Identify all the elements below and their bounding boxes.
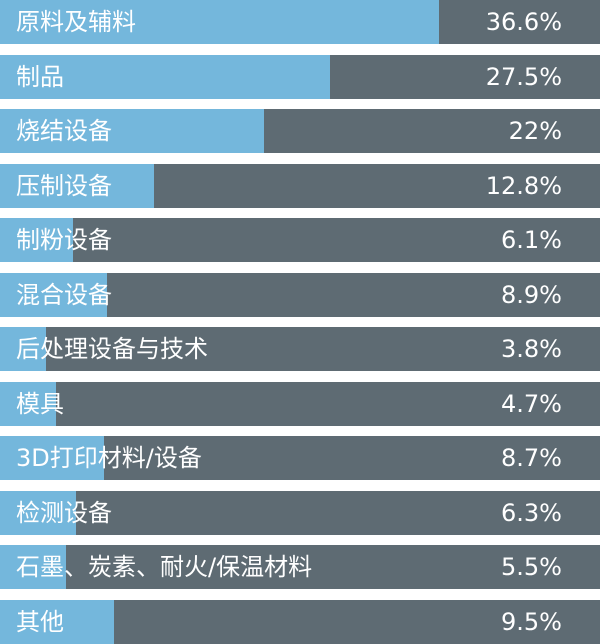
value-label: 6.1%: [501, 226, 562, 254]
bar-row: 压制设备 12.8%: [0, 163, 600, 208]
bar-row: 制品 27.5%: [0, 54, 600, 99]
category-label: 检测设备: [16, 498, 112, 527]
bar: [0, 54, 330, 99]
value-label: 6.3%: [501, 498, 562, 527]
category-label: 后处理设备与技术: [16, 335, 208, 363]
category-label: 其他: [16, 607, 64, 636]
category-label: 混合设备: [16, 280, 112, 309]
bar: [0, 163, 154, 208]
bar: [0, 218, 74, 262]
bar: [0, 0, 440, 44]
value-label: 27.5%: [485, 62, 562, 91]
value-label: 12.8%: [485, 171, 562, 200]
category-label: 3D打印材料/设备: [16, 444, 202, 472]
value-label: 22%: [508, 117, 562, 145]
bar: [0, 436, 105, 480]
value-label: 8.9%: [501, 280, 562, 309]
category-label: 模具: [16, 389, 64, 418]
bar-row: 石墨、炭素、耐火/保温材料 5.5%: [0, 545, 600, 589]
bar-row: 后处理设备与技术 3.8%: [0, 327, 600, 371]
category-label: 石墨、炭素、耐火/保温材料: [16, 553, 313, 581]
bar: [0, 381, 57, 426]
value-label: 3.8%: [501, 335, 562, 363]
value-label: 36.6%: [485, 8, 562, 36]
category-label: 制粉设备: [16, 226, 112, 254]
bar-row: 其他 9.5%: [0, 599, 600, 644]
category-label: 制品: [16, 62, 64, 91]
value-label: 4.7%: [501, 389, 562, 418]
category-label: 原料及辅料: [16, 8, 136, 36]
bar-row: 制粉设备 6.1%: [0, 218, 600, 262]
bar: [0, 599, 114, 644]
bar-row: 烧结设备 22%: [0, 109, 600, 153]
bar-row: 3D打印材料/设备 8.7%: [0, 436, 600, 480]
value-label: 5.5%: [501, 553, 562, 581]
bar: [0, 327, 46, 371]
value-label: 9.5%: [501, 607, 562, 636]
bar-row: 检测设备 6.3%: [0, 490, 600, 535]
value-label: 8.7%: [501, 444, 562, 472]
bar-row: 混合设备 8.9%: [0, 272, 600, 317]
category-label: 压制设备: [16, 171, 112, 200]
bar: [0, 272, 107, 317]
bar: [0, 490, 76, 535]
bar-row: 原料及辅料 36.6%: [0, 0, 600, 44]
category-label: 烧结设备: [16, 117, 112, 145]
bar: [0, 545, 66, 589]
bar-row: 模具 4.7%: [0, 381, 600, 426]
bar: [0, 109, 264, 153]
